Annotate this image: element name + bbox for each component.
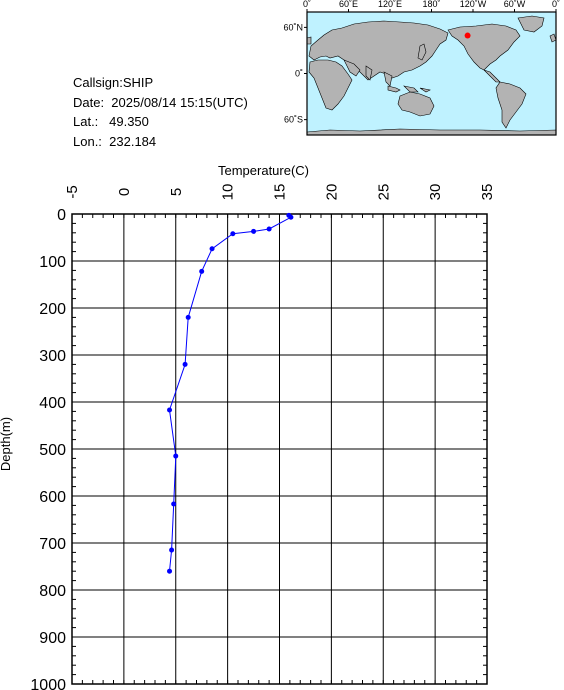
- x-tick-label: 10: [220, 184, 237, 201]
- temperature-data-point: [288, 214, 294, 220]
- latitude-label: Lat.: 49.350: [73, 114, 149, 129]
- map-lat-label: 60˚N: [283, 22, 303, 32]
- greenland-landmass: [517, 15, 545, 33]
- x-tick-label: 15: [272, 184, 289, 201]
- y-tick-labels: 0 100 200 300 400 500 600 700 800 900 1000: [30, 207, 66, 690]
- temperature-data-point: [251, 228, 257, 234]
- plot-frame: [71, 213, 488, 685]
- map-lon-label: 120˚E: [378, 0, 402, 9]
- africa-landmass: [308, 59, 353, 111]
- japan-islands: [417, 43, 427, 61]
- map-lat-label: 0˚: [295, 69, 303, 79]
- x-tick-label: 20: [323, 184, 340, 201]
- chart-series: [167, 212, 294, 574]
- x-tick-label: 0: [116, 188, 133, 196]
- map-lon-label: 60˚E: [339, 0, 358, 9]
- y-tick-label: 900: [39, 630, 66, 647]
- temperature-data-point: [173, 453, 179, 459]
- map-lon-label: 60˚W: [504, 0, 526, 9]
- temperature-data-point: [182, 361, 188, 367]
- y-tick-label: 300: [39, 348, 66, 365]
- y-tick-label: 100: [39, 254, 66, 271]
- x-axis-label: Temperature(C): [218, 163, 309, 178]
- x-tick-label: 30: [427, 184, 444, 201]
- temperature-data-point: [171, 501, 177, 507]
- map-labels: 0˚ 60˚E 120˚E 180˚ 120˚W 60˚W 0˚ 60˚N 0˚ 60˚S: [283, 0, 560, 125]
- map-lon-label: 180˚: [422, 0, 440, 9]
- temperature-profile-line: [168, 215, 292, 572]
- y-tick-label: 200: [39, 301, 66, 318]
- map-lon-label: 120˚W: [460, 0, 487, 9]
- y-axis-label: Depth(m): [0, 417, 13, 471]
- y-tick-label: 600: [39, 489, 66, 506]
- y-tick-label: 400: [39, 395, 66, 412]
- x-tick-label: 25: [375, 184, 392, 201]
- chart-grid: [71, 213, 488, 685]
- location-map: 0˚ 60˚E 120˚E 180˚ 120˚W 60˚W 0˚ 60˚N 0˚ 60˚S: [283, 0, 560, 136]
- temperature-data-point: [209, 246, 215, 252]
- temperature-data-point: [185, 314, 191, 320]
- y-tick-label: 700: [39, 536, 66, 553]
- map-lon-label: 0˚: [303, 0, 311, 9]
- y-tick-label: 0: [57, 207, 66, 224]
- y-tick-label: 500: [39, 442, 66, 459]
- x-tick-label: -5: [64, 185, 81, 198]
- x-tick-label: 5: [168, 188, 185, 196]
- temperature-data-point: [230, 231, 236, 237]
- indonesia-islands: [387, 85, 431, 93]
- temperature-data-point: [167, 568, 173, 574]
- station-info: Callsign:SHIP Date: 2025/08/14 15:15(UTC…: [73, 73, 248, 151]
- callsign-label: Callsign:SHIP: [73, 75, 154, 90]
- x-tick-label: 35: [479, 184, 496, 201]
- x-tick-labels: -5 0 5 10 15 20 25 30 35: [64, 184, 496, 201]
- temperature-data-point: [266, 226, 272, 232]
- longitude-label: Lon.: 232.184: [73, 133, 157, 149]
- station-marker: [464, 32, 471, 39]
- map-lat-label: 60˚S: [284, 115, 303, 125]
- y-tick-label: 800: [39, 583, 66, 600]
- map-tick-marks: [304, 9, 557, 121]
- temperature-data-point: [199, 268, 205, 274]
- south-asia-landmass: [343, 59, 393, 87]
- australia-landmass: [397, 91, 435, 117]
- date-label: Date: 2025/08/14 15:15(UTC): [73, 94, 248, 110]
- south-america-landmass: [495, 81, 527, 129]
- map-lon-label: 0˚: [552, 0, 560, 9]
- temperature-data-point: [169, 547, 175, 553]
- y-tick-label: 1000: [30, 677, 66, 690]
- temperature-data-point: [167, 407, 173, 413]
